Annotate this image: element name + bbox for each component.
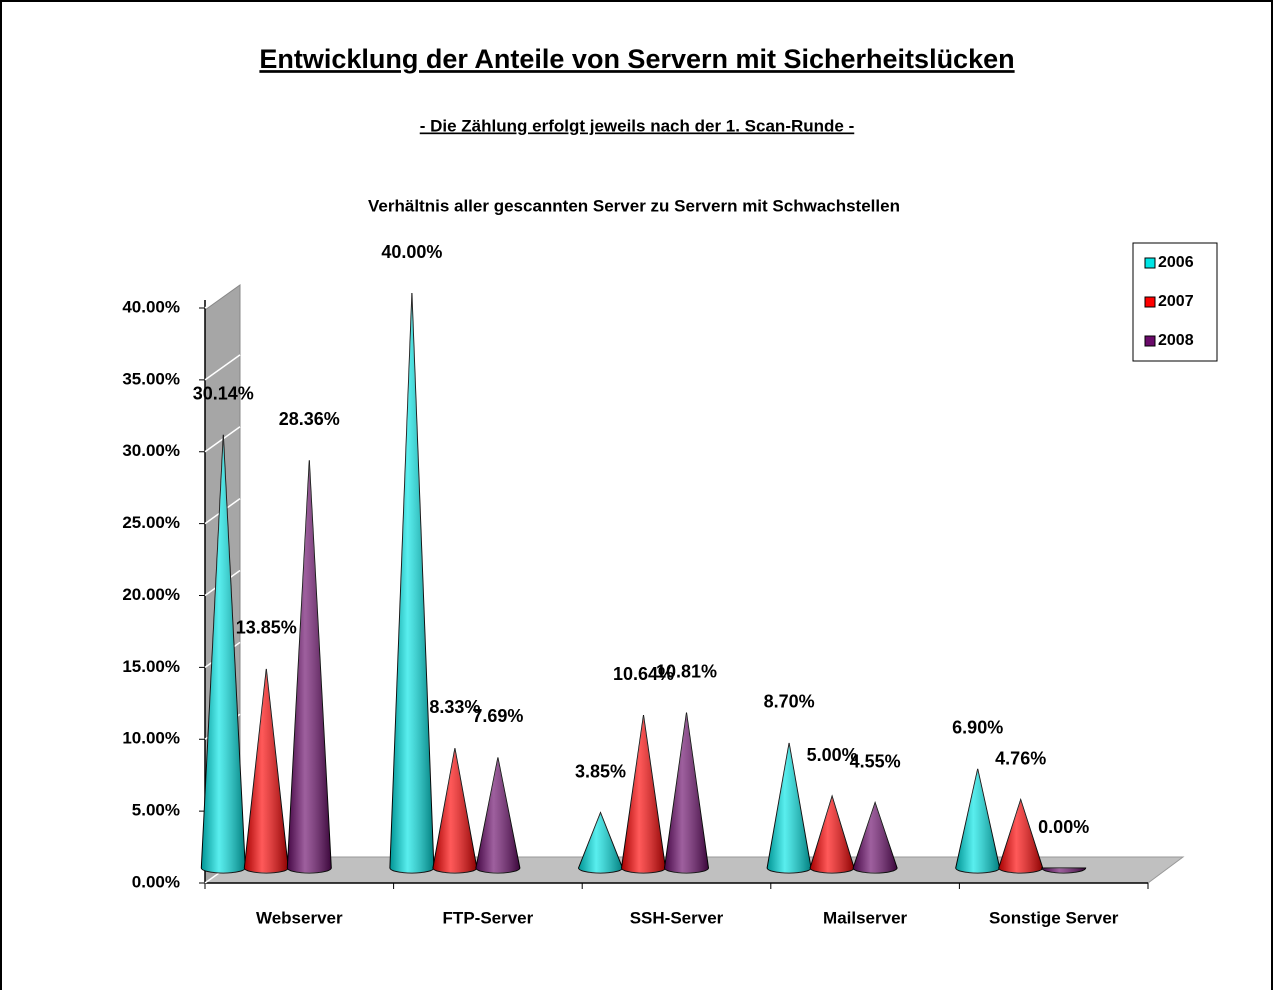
cone-part — [578, 812, 623, 873]
legend-swatch — [1144, 296, 1156, 308]
wall-tick — [204, 282, 241, 309]
chart-title: Entwicklung der Anteile von Servern mit … — [259, 44, 1014, 74]
value-label: 6.90% — [952, 718, 1003, 738]
wall-tick — [204, 426, 241, 453]
cone-part — [201, 434, 246, 873]
value-label: 4.76% — [995, 748, 1046, 768]
cone-part — [432, 748, 477, 873]
y-tick-label: 0.00% — [132, 872, 180, 891]
value-label: 30.14% — [193, 383, 254, 403]
x-tick-label: SSH-Server — [630, 908, 724, 927]
legend-label: 2008 — [1158, 332, 1194, 349]
x-tick-label: FTP-Server — [443, 908, 534, 927]
value-label: 10.81% — [656, 661, 717, 681]
y-tick-label: 40.00% — [122, 297, 180, 316]
value-label: 13.85% — [236, 618, 297, 638]
legend-label: 2006 — [1158, 254, 1194, 271]
x-tick-label: Mailserver — [823, 908, 907, 927]
y-tick-label: 20.00% — [122, 585, 180, 604]
legend-label: 2007 — [1158, 293, 1194, 310]
value-label: 40.00% — [381, 242, 442, 262]
cone-part — [287, 460, 332, 873]
y-tick-label: 5.00% — [132, 801, 180, 820]
plot-title: Verhältnis aller gescannten Server zu Se… — [368, 196, 900, 215]
value-label: 5.00% — [807, 745, 858, 765]
cone-part — [998, 799, 1043, 873]
y-tick-label: 10.00% — [122, 729, 180, 748]
cone-part — [810, 796, 855, 873]
wall-tick — [204, 354, 241, 381]
cone-part — [955, 768, 1000, 873]
legend-swatch — [1144, 335, 1156, 347]
y-tick-label: 30.00% — [122, 441, 180, 460]
cone-part — [1041, 868, 1086, 873]
legend-swatch — [1144, 257, 1156, 269]
value-label: 10.64% — [613, 664, 674, 684]
cone — [475, 757, 521, 874]
value-label: 8.70% — [764, 692, 815, 712]
value-label: 28.36% — [279, 409, 340, 429]
cone — [852, 801, 898, 874]
x-tick-label: Webserver — [256, 908, 343, 927]
value-label: 7.69% — [472, 706, 523, 726]
subtitle: - Die Zählung erfolgt jeweils nach der 1… — [420, 116, 855, 135]
value-label: 4.55% — [850, 751, 901, 771]
cone-part — [244, 668, 289, 873]
x-tick-label: Sonstige Server — [989, 908, 1119, 927]
cone — [1041, 867, 1087, 874]
cone — [286, 460, 332, 874]
cone-part — [475, 757, 520, 873]
value-label: 0.00% — [1038, 817, 1089, 837]
cone-part — [621, 715, 666, 873]
y-tick-label: 15.00% — [122, 657, 180, 676]
cone-part — [767, 742, 812, 873]
cone-part — [853, 802, 898, 873]
cone-part — [389, 293, 434, 873]
cone — [663, 712, 710, 874]
y-tick-label: 25.00% — [122, 513, 180, 532]
value-label: 8.33% — [429, 697, 480, 717]
cone-part — [664, 712, 709, 873]
value-label: 3.85% — [575, 761, 626, 781]
y-tick-label: 35.00% — [122, 369, 180, 388]
